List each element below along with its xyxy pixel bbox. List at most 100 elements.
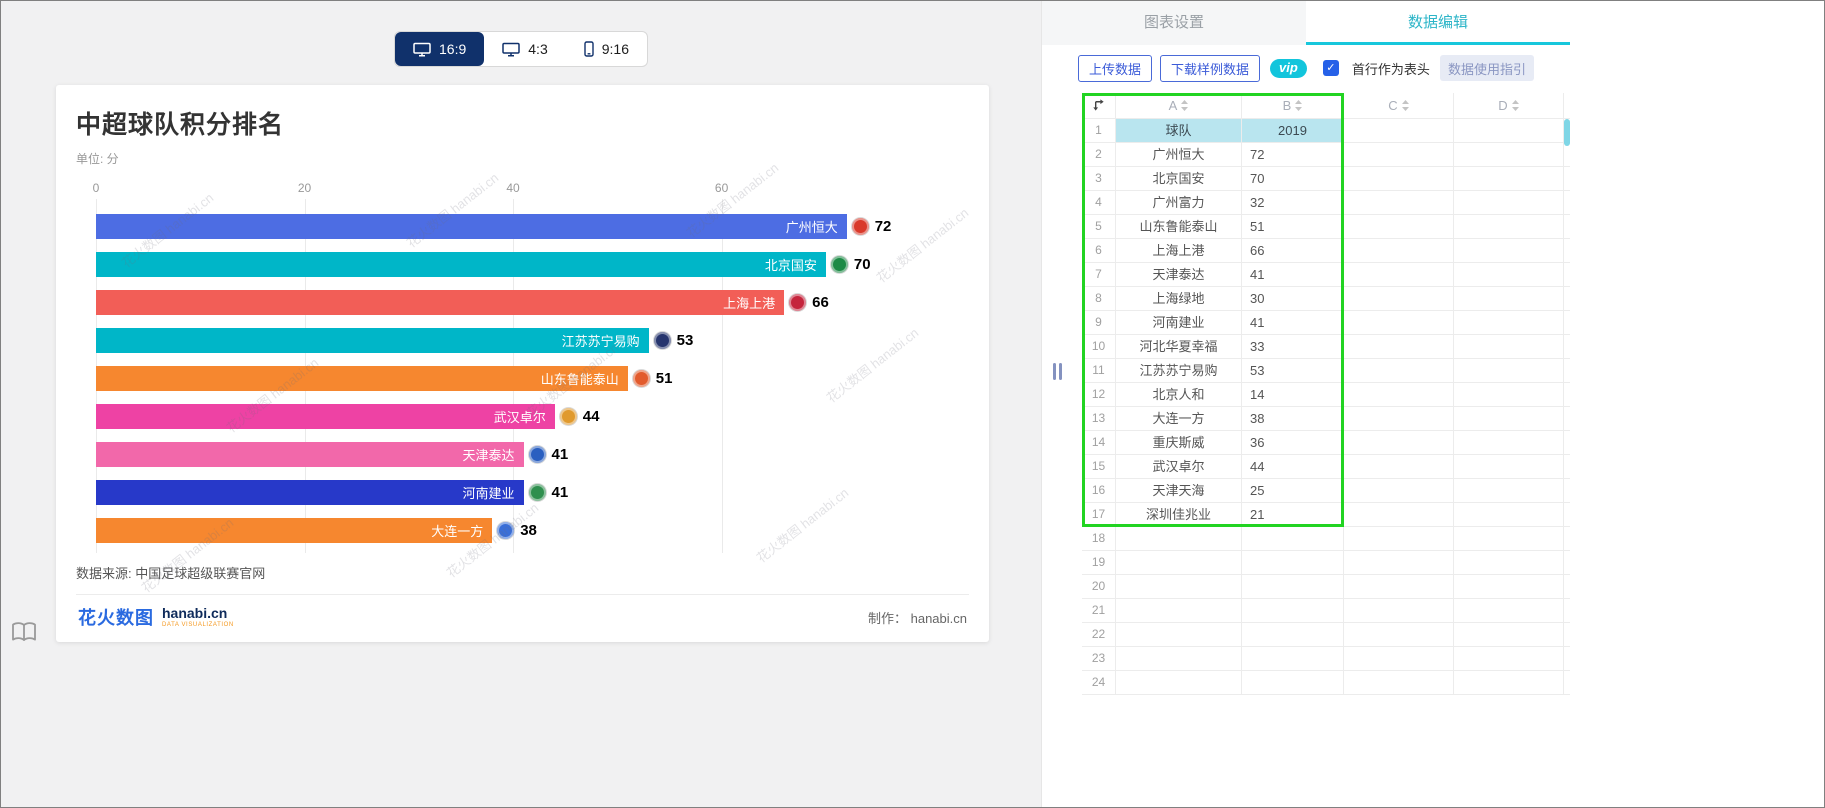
tab-chart-settings[interactable]: 图表设置 (1042, 1, 1306, 45)
cell[interactable] (1344, 383, 1454, 406)
cell[interactable] (1454, 431, 1564, 454)
cell[interactable]: 72 (1242, 143, 1344, 166)
bar[interactable]: 河南建业 (96, 479, 524, 505)
cell[interactable]: 53 (1242, 359, 1344, 382)
cell[interactable]: 大连一方 (1116, 407, 1242, 430)
cell[interactable] (1454, 143, 1564, 166)
cell[interactable] (1344, 551, 1454, 574)
cell[interactable] (1344, 311, 1454, 334)
cell[interactable] (1454, 503, 1564, 526)
tab-data-edit[interactable]: 数据编辑 (1306, 1, 1570, 45)
cell[interactable] (1344, 335, 1454, 358)
cell[interactable] (1454, 239, 1564, 262)
cell[interactable] (1454, 167, 1564, 190)
cell[interactable]: 25 (1242, 479, 1344, 502)
bar[interactable]: 北京国安 (96, 251, 826, 277)
bar[interactable]: 广州恒大 (96, 213, 847, 239)
header-row-checkbox[interactable]: ✓ (1322, 60, 1339, 76)
cell[interactable] (1454, 383, 1564, 406)
scrollbar-thumb[interactable] (1564, 119, 1570, 146)
cell[interactable] (1344, 359, 1454, 382)
cell[interactable]: 上海上港 (1116, 239, 1242, 262)
cell[interactable]: 河北华夏幸福 (1116, 335, 1242, 358)
cell[interactable] (1454, 527, 1564, 550)
cell[interactable] (1454, 575, 1564, 598)
bar[interactable]: 武汉卓尔 (96, 403, 555, 429)
cell[interactable]: 44 (1242, 455, 1344, 478)
cell[interactable] (1344, 191, 1454, 214)
cell[interactable] (1454, 479, 1564, 502)
cell[interactable] (1344, 647, 1454, 670)
cell[interactable] (1454, 455, 1564, 478)
cell[interactable] (1242, 575, 1344, 598)
cell[interactable] (1344, 119, 1454, 142)
bar[interactable]: 江苏苏宁易购 (96, 327, 649, 353)
cell[interactable]: 天津天海 (1116, 479, 1242, 502)
cell[interactable] (1344, 263, 1454, 286)
cell[interactable] (1116, 527, 1242, 550)
cell[interactable] (1344, 599, 1454, 622)
cell[interactable]: 武汉卓尔 (1116, 455, 1242, 478)
cell[interactable] (1344, 623, 1454, 646)
cell[interactable]: 70 (1242, 167, 1344, 190)
cell[interactable]: 球队 (1116, 119, 1242, 142)
cell[interactable]: 21 (1242, 503, 1344, 526)
cell[interactable] (1344, 455, 1454, 478)
column-header-c[interactable]: C (1344, 93, 1454, 118)
cell[interactable]: 北京人和 (1116, 383, 1242, 406)
cell[interactable] (1344, 215, 1454, 238)
cell[interactable]: 2019 (1242, 119, 1344, 142)
cell[interactable]: 32 (1242, 191, 1344, 214)
cell[interactable] (1344, 575, 1454, 598)
cell[interactable] (1454, 335, 1564, 358)
cell[interactable] (1242, 599, 1344, 622)
cell[interactable] (1116, 575, 1242, 598)
cell[interactable] (1454, 263, 1564, 286)
cell[interactable] (1454, 647, 1564, 670)
cell[interactable]: 33 (1242, 335, 1344, 358)
cell[interactable]: 广州恒大 (1116, 143, 1242, 166)
cell[interactable] (1344, 407, 1454, 430)
cell[interactable] (1454, 599, 1564, 622)
download-sample-button[interactable]: 下载样例数据 (1160, 54, 1261, 82)
cell[interactable]: 山东鲁能泰山 (1116, 215, 1242, 238)
bar[interactable]: 山东鲁能泰山 (96, 365, 628, 391)
collapse-panel-handle[interactable] (1053, 363, 1062, 380)
cell[interactable] (1344, 287, 1454, 310)
sheet-scrollbar[interactable] (1564, 119, 1570, 695)
cell[interactable]: 30 (1242, 287, 1344, 310)
aspect-option-4-3[interactable]: 4:3 (484, 32, 565, 66)
cell[interactable] (1454, 359, 1564, 382)
cell[interactable]: 河南建业 (1116, 311, 1242, 334)
cell[interactable] (1242, 671, 1344, 694)
cell[interactable] (1344, 239, 1454, 262)
bar[interactable]: 大连一方 (96, 517, 493, 543)
cell[interactable] (1116, 671, 1242, 694)
cell[interactable] (1454, 551, 1564, 574)
cell[interactable] (1454, 623, 1564, 646)
cell[interactable] (1116, 647, 1242, 670)
cell[interactable] (1344, 671, 1454, 694)
cell[interactable]: 51 (1242, 215, 1344, 238)
cell[interactable] (1116, 551, 1242, 574)
cell[interactable] (1344, 143, 1454, 166)
column-header-a[interactable]: A (1116, 93, 1242, 118)
cell[interactable]: 41 (1242, 311, 1344, 334)
cell[interactable] (1454, 215, 1564, 238)
cell[interactable] (1116, 623, 1242, 646)
cell[interactable]: 北京国安 (1116, 167, 1242, 190)
cell[interactable]: 36 (1242, 431, 1344, 454)
cell[interactable] (1454, 287, 1564, 310)
cell[interactable]: 天津泰达 (1116, 263, 1242, 286)
cell[interactable] (1454, 407, 1564, 430)
cell[interactable]: 广州富力 (1116, 191, 1242, 214)
feedback-book-icon[interactable] (9, 619, 39, 650)
cell[interactable] (1454, 671, 1564, 694)
aspect-option-9-16[interactable]: 9:16 (566, 32, 647, 66)
cell[interactable] (1454, 191, 1564, 214)
column-header-d[interactable]: D (1454, 93, 1564, 118)
bar[interactable]: 上海上港 (96, 289, 785, 315)
data-guide-button[interactable]: 数据使用指引 (1439, 55, 1534, 81)
cell[interactable] (1242, 623, 1344, 646)
transpose-icon[interactable] (1082, 93, 1116, 118)
